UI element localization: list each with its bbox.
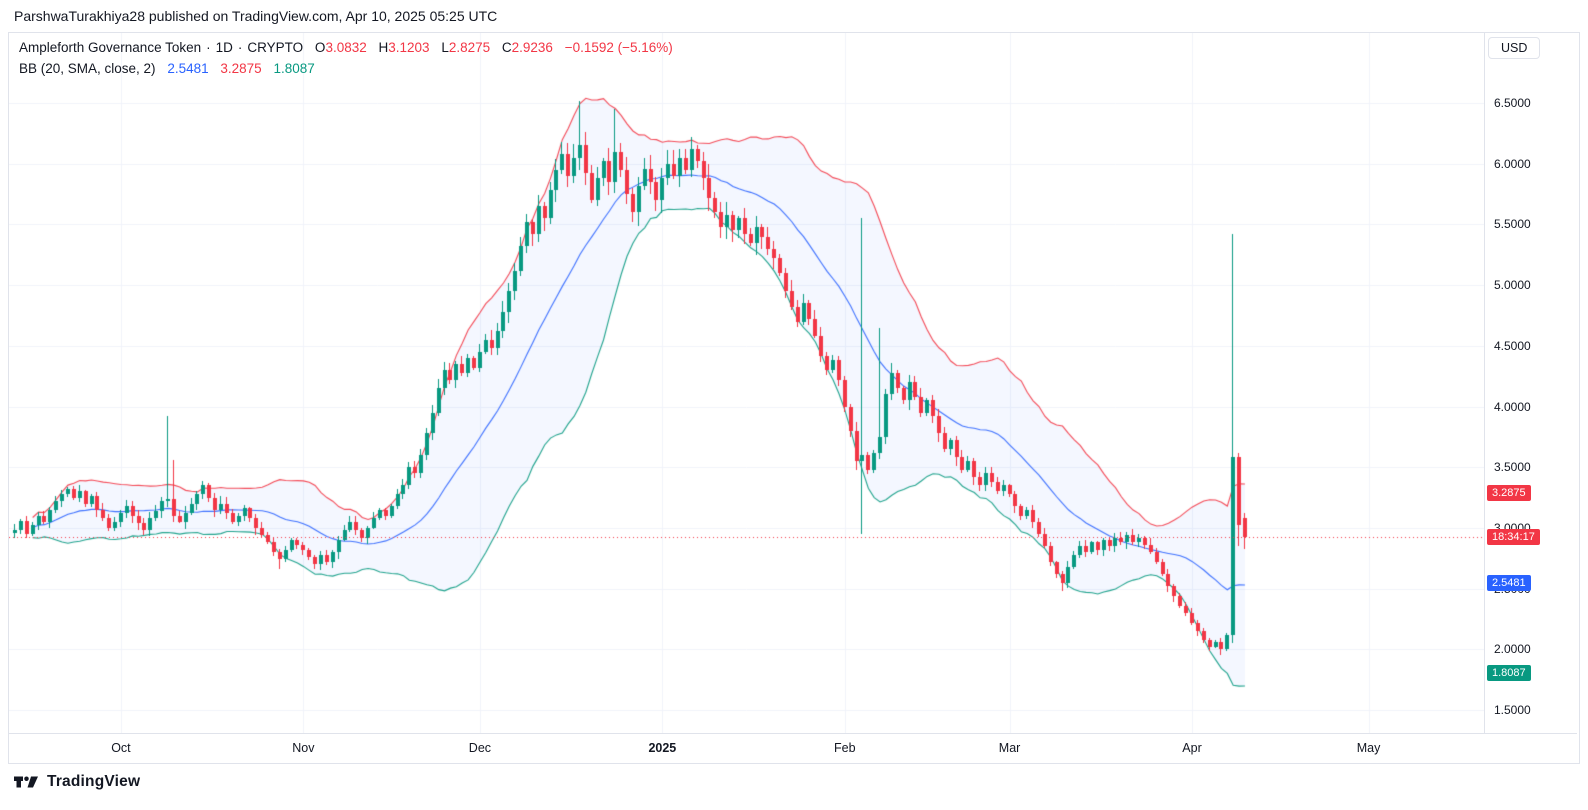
- currency-button[interactable]: USD: [1488, 37, 1541, 59]
- attribution-text: ParshwaTurakhiya28 published on TradingV…: [14, 8, 498, 24]
- time-axis[interactable]: Oct Nov Dec 2025 Feb Mar Apr May: [9, 733, 1577, 763]
- bb-upper-badge: 3.2875: [1487, 484, 1531, 501]
- time-axis-label: Oct: [111, 741, 131, 755]
- time-axis-label: May: [1356, 741, 1381, 755]
- separator: ·: [206, 40, 211, 55]
- price-axis[interactable]: 6.5000 6.0000 5.5000 5.0000 4.5000 4.0000 3.50…: [1484, 33, 1579, 733]
- symbol-row: Ampleforth Governance Token · 1D · CRYPTO O3…: [19, 37, 673, 58]
- price-axis-label: 4.0000: [1494, 399, 1531, 414]
- high-value: 3.1203: [388, 40, 430, 55]
- bb-basis-badge: 2.5481: [1487, 574, 1531, 591]
- separator: ·: [237, 40, 243, 55]
- exchange-label: CRYPTO: [247, 40, 304, 55]
- symbol-title[interactable]: Ampleforth Governance Token: [19, 40, 202, 55]
- bb-upper-value: 3.2875: [220, 61, 262, 76]
- price-axis-label: 6.0000: [1494, 156, 1531, 171]
- time-axis-label: Feb: [834, 741, 856, 755]
- bb-basis-value: 2.5481: [167, 61, 209, 76]
- open-value: 3.0832: [325, 40, 367, 55]
- countdown-badge: 18:34:17: [1487, 529, 1540, 546]
- price-axis-label: 3.5000: [1494, 460, 1531, 475]
- price-axis-label: 1.5000: [1494, 703, 1531, 717]
- high-label: H: [378, 40, 389, 55]
- low-label: L: [441, 40, 449, 55]
- interval-label[interactable]: 1D: [215, 40, 233, 55]
- time-axis-label: Mar: [998, 741, 1021, 755]
- change-value: −0.1592 (−5.16%): [564, 40, 673, 55]
- close-value: 2.9236: [511, 40, 553, 55]
- chart-frame: Ampleforth Governance Token · 1D · CRYPTO O3…: [8, 32, 1580, 764]
- attribution-bar: ParshwaTurakhiya28 published on TradingV…: [0, 0, 1588, 32]
- candlestick-chart[interactable]: [9, 33, 1484, 733]
- indicator-name[interactable]: BB (20, SMA, close, 2): [19, 61, 156, 76]
- time-axis-label: 2025: [648, 741, 677, 755]
- time-axis-label: Nov: [292, 741, 315, 755]
- bb-lower-badge: 1.8087: [1487, 664, 1531, 681]
- bb-lower-value: 1.8087: [273, 61, 315, 76]
- low-value: 2.8275: [448, 40, 491, 55]
- open-label: O: [314, 40, 326, 55]
- price-axis-label: 4.5000: [1494, 338, 1531, 353]
- price-axis-label: 2.0000: [1494, 642, 1531, 657]
- time-axis-label: Apr: [1182, 741, 1202, 755]
- price-axis-label: 5.0000: [1494, 278, 1531, 293]
- tradingview-wordmark[interactable]: TradingView: [47, 773, 141, 790]
- price-axis-label: 6.5000: [1494, 96, 1531, 110]
- time-axis-label: Dec: [468, 741, 492, 755]
- chart-legend: Ampleforth Governance Token · 1D · CRYPTO O3…: [19, 37, 673, 79]
- close-label: C: [501, 40, 512, 55]
- indicator-row: BB (20, SMA, close, 2) 2.5481 3.2875 1.8…: [19, 58, 673, 79]
- footer-bar: TradingView: [0, 764, 1588, 810]
- tradingview-logo-icon[interactable]: [14, 774, 40, 790]
- price-axis-label: 5.5000: [1494, 217, 1531, 232]
